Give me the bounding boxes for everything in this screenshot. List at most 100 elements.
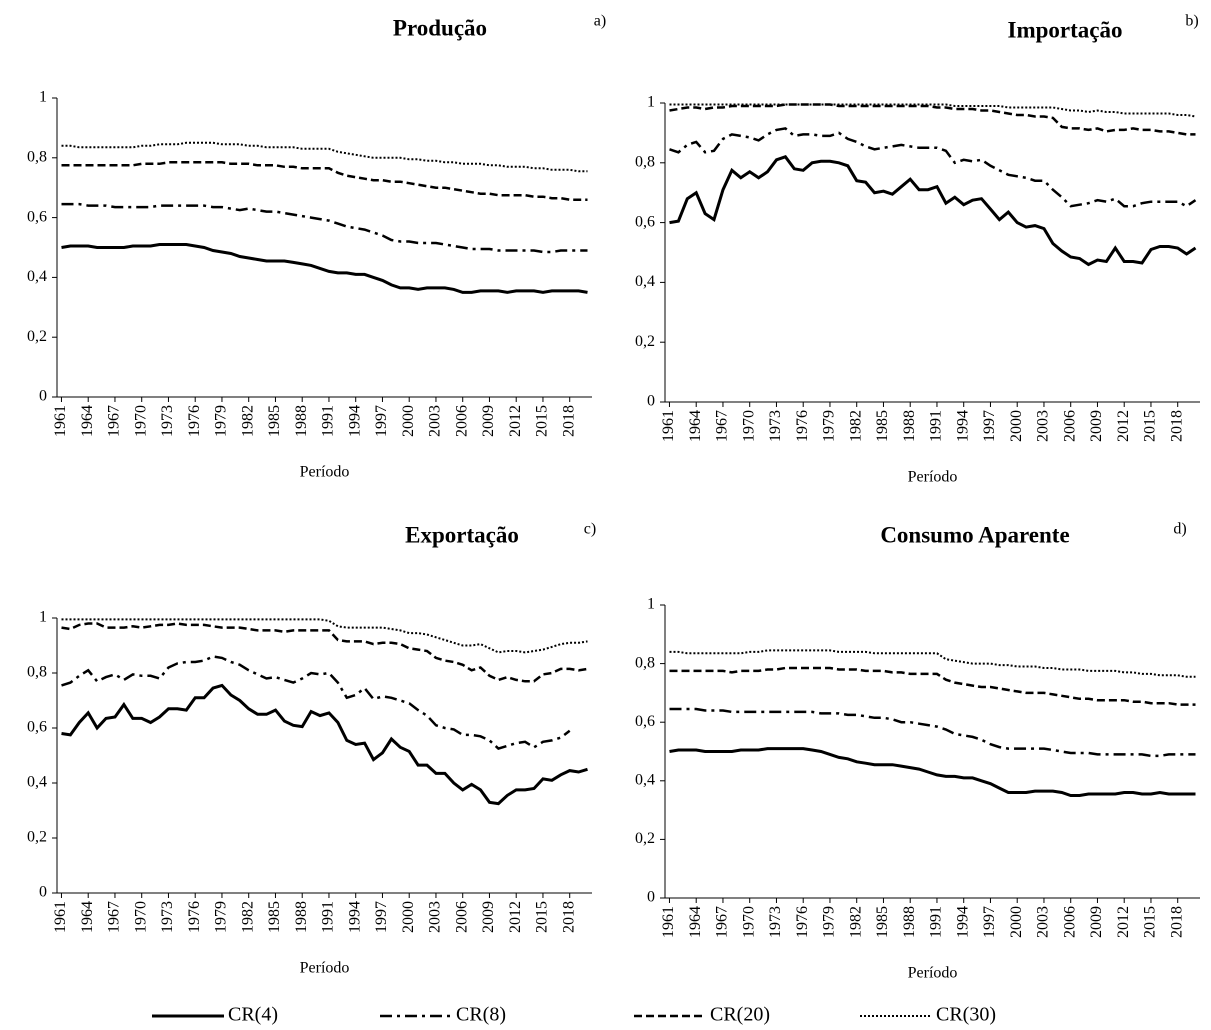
x-tick-label: 1994	[954, 410, 971, 442]
x-tick-label: 1982	[847, 410, 864, 442]
x-tick-label: 1964	[79, 405, 96, 437]
x-tick-label: 2003	[1035, 906, 1052, 938]
x-tick-label: 1982	[239, 405, 256, 437]
x-tick-label: 1961	[52, 901, 69, 933]
x-tick-label: 1979	[821, 906, 838, 938]
x-tick-label: 1970	[132, 405, 149, 437]
x-tick-label: 2003	[427, 405, 444, 437]
x-tick-label: 1985	[874, 410, 891, 442]
x-tick-label: 1982	[239, 901, 256, 933]
x-tick-label: 2018	[1168, 906, 1185, 938]
x-tick-label: 1985	[266, 901, 283, 933]
x-tick-label: 1976	[794, 906, 811, 938]
x-tick-label: 1988	[293, 901, 310, 933]
y-tick-label: 0,4	[635, 273, 655, 290]
x-tick-label: 1997	[981, 410, 998, 442]
x-tick-label: 2009	[1088, 410, 1105, 442]
panel-letter: b)	[1185, 13, 1198, 30]
legend-label: CR(20)	[710, 1004, 770, 1026]
y-tick-label: 0,2	[635, 333, 655, 350]
x-tick-label: 2006	[453, 901, 470, 933]
series-line	[61, 618, 588, 654]
x-tick-label: 2015	[534, 405, 551, 437]
series-line	[669, 747, 1196, 797]
y-tick-label: 1	[647, 94, 655, 111]
y-tick-label: 0,8	[27, 148, 47, 165]
x-tick-label: 1973	[767, 906, 784, 938]
x-tick-label: 1982	[847, 906, 864, 938]
x-tick-label: 2003	[427, 901, 444, 933]
series-line	[61, 683, 588, 806]
x-tick-label: 1979	[213, 405, 230, 437]
x-tick-label: 1976	[186, 405, 203, 437]
y-tick-label: 0,6	[635, 713, 655, 730]
x-tick-label: 1997	[373, 405, 390, 437]
x-tick-label: 1997	[373, 901, 390, 933]
x-tick-label: 1979	[821, 410, 838, 442]
x-tick-label: 1988	[901, 906, 918, 938]
x-tick-label: 1973	[159, 901, 176, 933]
y-tick-label: 0	[647, 393, 655, 410]
x-tick-label: 1970	[740, 410, 757, 442]
x-tick-label: 2006	[453, 405, 470, 437]
y-tick-label: 0,4	[27, 774, 47, 791]
x-tick-label: 2012	[1115, 410, 1132, 442]
series-line	[669, 666, 1196, 706]
series-line	[669, 103, 1196, 136]
x-tick-label: 2006	[1061, 906, 1078, 938]
x-tick-label: 1973	[159, 405, 176, 437]
chart-title: Produção	[393, 15, 487, 40]
y-tick-label: 1	[39, 609, 47, 626]
y-tick-label: 1	[39, 89, 47, 106]
x-tick-label: 1961	[52, 405, 69, 437]
series-line	[669, 649, 1196, 678]
x-tick-label: 2015	[1142, 410, 1159, 442]
chart-title: Importação	[1008, 17, 1123, 42]
y-tick-label: 0,4	[27, 268, 47, 285]
x-tick-label: 2012	[507, 901, 524, 933]
x-axis-label: Período	[908, 965, 958, 982]
y-tick-label: 0,4	[635, 771, 655, 788]
y-tick-label: 0,6	[27, 208, 47, 225]
x-tick-label: 1991	[320, 405, 337, 437]
y-tick-label: 0,8	[635, 654, 655, 671]
y-tick-label: 0,6	[27, 719, 47, 736]
x-tick-label: 1976	[186, 901, 203, 933]
x-tick-label: 2012	[507, 405, 524, 437]
x-tick-label: 1991	[928, 410, 945, 442]
x-tick-label: 2009	[480, 901, 497, 933]
y-tick-label: 0	[647, 889, 655, 906]
x-tick-label: 1991	[320, 901, 337, 933]
x-tick-label: 1967	[714, 410, 731, 442]
y-tick-label: 0	[39, 884, 47, 901]
x-tick-label: 1964	[687, 906, 704, 938]
legend-label: CR(30)	[936, 1004, 996, 1026]
y-tick-label: 0	[39, 388, 47, 405]
series-line	[669, 155, 1197, 267]
x-tick-label: 1988	[293, 405, 310, 437]
series-line	[61, 141, 588, 173]
x-axis-label: Período	[300, 960, 350, 977]
y-tick-label: 0,2	[635, 830, 655, 847]
x-tick-label: 1985	[874, 906, 891, 938]
y-tick-label: 0,2	[27, 829, 47, 846]
x-tick-label: 2009	[480, 405, 497, 437]
x-tick-label: 1964	[687, 410, 704, 442]
x-tick-label: 1985	[266, 405, 283, 437]
x-tick-label: 1961	[660, 906, 677, 938]
x-tick-label: 1967	[106, 901, 123, 933]
x-tick-label: 1973	[767, 410, 784, 442]
y-tick-label: 0,8	[27, 664, 47, 681]
series-line	[669, 127, 1197, 208]
x-tick-label: 1976	[794, 410, 811, 442]
x-axis-label: Período	[908, 469, 958, 486]
x-tick-label: 1970	[740, 906, 757, 938]
x-tick-label: 2000	[1008, 906, 1025, 938]
y-tick-label: 0,2	[27, 328, 47, 345]
x-tick-label: 2015	[534, 901, 551, 933]
series-line	[61, 243, 588, 294]
panel-letter: c)	[584, 521, 596, 538]
x-tick-label: 1994	[954, 906, 971, 938]
panel-letter: d)	[1173, 521, 1186, 538]
series-line	[61, 161, 588, 201]
